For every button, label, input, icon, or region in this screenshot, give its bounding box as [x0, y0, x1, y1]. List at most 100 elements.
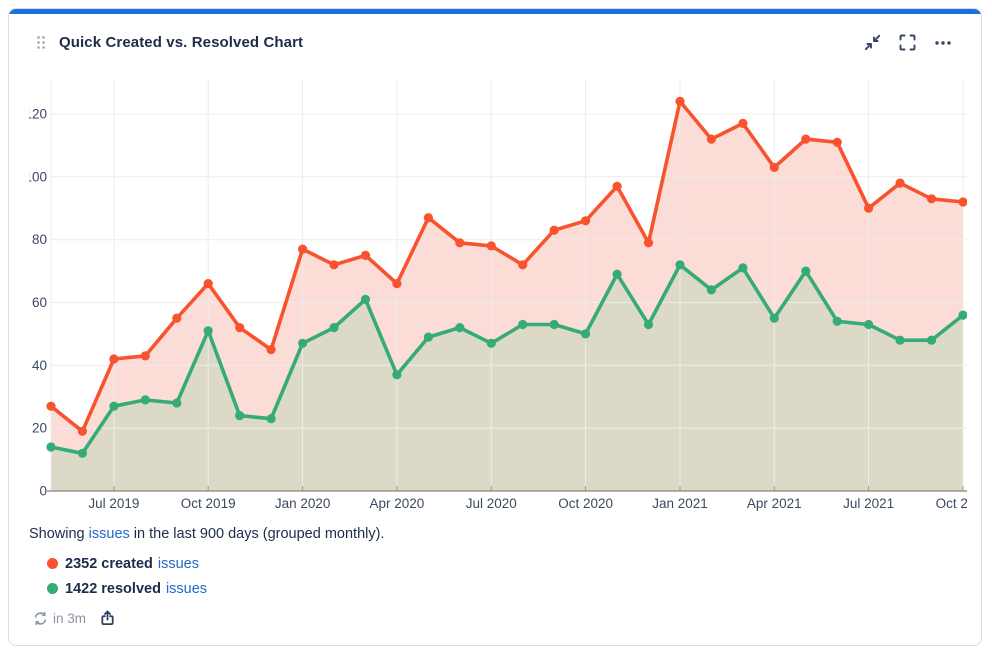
created-data-point[interactable] — [769, 162, 779, 172]
y-tick-label: 100 — [29, 169, 47, 184]
resolved-area-fill — [51, 264, 963, 491]
resolved-series-dot — [47, 583, 58, 594]
created-data-point[interactable] — [958, 197, 967, 207]
created-data-point[interactable] — [895, 178, 905, 188]
more-options-icon[interactable] — [933, 33, 953, 52]
created-data-point[interactable] — [738, 118, 748, 128]
y-tick-label: 20 — [32, 421, 47, 436]
created-data-point[interactable] — [581, 216, 591, 226]
accent-top-bar — [9, 9, 981, 14]
resolved-data-point[interactable] — [140, 395, 150, 405]
created-series-dot — [47, 558, 58, 569]
created-data-point[interactable] — [140, 351, 150, 361]
resolved-data-point[interactable] — [675, 260, 685, 270]
created-data-point[interactable] — [298, 244, 308, 254]
caption-issues-link[interactable]: issues — [88, 526, 130, 542]
share-icon[interactable] — [99, 609, 116, 627]
drag-handle-icon[interactable] — [36, 35, 46, 50]
created-data-point[interactable] — [423, 213, 433, 223]
resolved-data-point[interactable] — [926, 335, 937, 345]
x-tick-label: Apr 2020 — [370, 496, 425, 511]
refresh-countdown: in 3m — [53, 610, 87, 626]
created-data-point[interactable] — [77, 426, 87, 436]
created-data-point[interactable] — [172, 313, 182, 323]
gadget-header: Quick Created vs. Resolved Chart — [9, 14, 981, 55]
resolved-data-point[interactable] — [423, 332, 433, 342]
created-data-point[interactable] — [612, 181, 622, 191]
resolved-data-point[interactable] — [77, 448, 87, 458]
created-data-point[interactable] — [235, 323, 245, 333]
x-tick-label: Oct 2019 — [181, 496, 236, 511]
created-data-point[interactable] — [675, 96, 685, 106]
x-tick-label: Oct 2020 — [558, 496, 613, 511]
resolved-data-point[interactable] — [298, 338, 308, 348]
chart-canvas: 0 20 40 60 80 100 120 Jul 2019 Oct 2019 Jan 2020 A… — [29, 79, 967, 511]
resolved-data-point[interactable] — [958, 310, 967, 320]
gadget-title: Quick Created vs. Resolved Chart — [59, 33, 304, 51]
caption-prefix: Showing — [29, 526, 89, 542]
created-data-point[interactable] — [926, 194, 937, 204]
resolved-data-point[interactable] — [832, 316, 842, 326]
x-tick-label: Oct 2021 — [936, 496, 967, 511]
fullscreen-icon[interactable] — [898, 33, 917, 52]
resolved-data-point[interactable] — [549, 319, 559, 330]
resolved-data-point[interactable] — [612, 269, 622, 279]
created-count: 2352 created — [65, 555, 153, 572]
created-data-point[interactable] — [706, 134, 717, 144]
resolved-data-point[interactable] — [864, 319, 874, 330]
created-data-point[interactable] — [109, 354, 119, 364]
x-tick-label: Jan 2021 — [652, 496, 708, 511]
created-data-point[interactable] — [832, 137, 842, 147]
resolved-data-point[interactable] — [486, 338, 496, 348]
resolved-data-point[interactable] — [706, 285, 717, 295]
created-data-point[interactable] — [46, 401, 56, 411]
resolved-data-point[interactable] — [235, 411, 245, 421]
resolved-line — [49, 263, 965, 456]
created-issues-link[interactable]: issues — [157, 555, 199, 572]
created-data-point[interactable] — [266, 345, 276, 355]
created-data-point[interactable] — [360, 250, 371, 260]
resolved-data-point[interactable] — [769, 313, 779, 323]
resolved-data-point[interactable] — [643, 319, 654, 330]
resolved-data-point[interactable] — [329, 323, 339, 333]
resolved-data-point[interactable] — [46, 442, 56, 452]
created-data-point[interactable] — [643, 238, 654, 248]
resolved-data-point[interactable] — [266, 414, 276, 424]
created-data-point[interactable] — [486, 241, 496, 251]
resolved-count: 1422 resolved — [65, 580, 161, 597]
created-data-point[interactable] — [329, 260, 339, 270]
resolved-data-point[interactable] — [360, 294, 371, 304]
legend-item-resolved: 1422 resolved issues — [9, 576, 981, 601]
y-tick-label: 120 — [29, 107, 47, 122]
resolved-data-point[interactable] — [392, 370, 402, 380]
gadget-footer: in 3m — [33, 609, 981, 627]
resolved-data-point[interactable] — [895, 335, 905, 345]
resolved-data-point[interactable] — [455, 323, 465, 333]
gadget-card: Quick Created vs. Resolved Chart — [8, 8, 982, 646]
resolved-data-point[interactable] — [581, 329, 591, 339]
resolved-data-point[interactable] — [203, 326, 213, 336]
resolved-data-point[interactable] — [801, 266, 811, 276]
refresh-icon[interactable] — [33, 611, 48, 626]
x-tick-label: Jul 2020 — [466, 496, 517, 511]
created-data-point[interactable] — [801, 134, 811, 144]
resolved-issues-link[interactable]: issues — [165, 580, 208, 597]
collapse-icon[interactable] — [863, 33, 882, 52]
created-data-point[interactable] — [518, 260, 528, 270]
created-line — [49, 99, 965, 434]
resolved-data-point[interactable] — [109, 401, 119, 411]
created-data-point[interactable] — [455, 238, 465, 248]
created-vs-resolved-chart: 0 20 40 60 80 100 120 Jul 2019 Oct 2019 Jan 2020 A… — [29, 77, 967, 517]
legend-item-created: 2352 created issues — [9, 551, 981, 576]
created-data-point[interactable] — [864, 203, 874, 213]
resolved-data-point[interactable] — [518, 319, 528, 330]
x-tick-label: Jul 2019 — [88, 496, 139, 511]
resolved-data-point[interactable] — [172, 398, 182, 408]
x-tick-label: Jan 2020 — [275, 496, 331, 511]
created-data-point[interactable] — [549, 225, 559, 235]
x-tick-label: Jul 2021 — [843, 496, 894, 511]
resolved-data-point[interactable] — [738, 263, 748, 273]
created-data-point[interactable] — [392, 279, 402, 289]
created-data-point[interactable] — [203, 279, 213, 289]
y-tick-label: 80 — [32, 232, 47, 247]
